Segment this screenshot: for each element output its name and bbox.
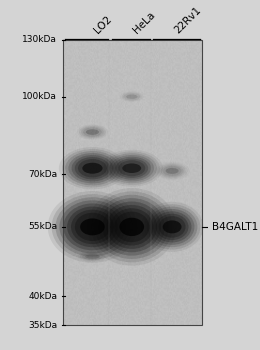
Ellipse shape [103, 152, 160, 185]
Ellipse shape [72, 155, 113, 181]
Ellipse shape [75, 213, 110, 241]
Ellipse shape [115, 159, 148, 178]
Text: B4GALT1: B4GALT1 [212, 222, 259, 232]
Ellipse shape [87, 188, 177, 266]
Ellipse shape [67, 206, 118, 247]
Ellipse shape [144, 204, 200, 250]
Text: 130kDa: 130kDa [22, 35, 57, 44]
Ellipse shape [71, 210, 114, 244]
Ellipse shape [163, 220, 181, 233]
Text: 55kDa: 55kDa [28, 222, 57, 231]
Ellipse shape [52, 194, 133, 260]
Bar [63, 40, 202, 326]
Ellipse shape [107, 153, 157, 183]
Ellipse shape [59, 147, 126, 189]
Text: 22Rv1: 22Rv1 [172, 5, 203, 36]
Ellipse shape [110, 208, 153, 246]
Ellipse shape [122, 163, 141, 173]
Ellipse shape [163, 166, 181, 176]
Ellipse shape [68, 153, 116, 183]
Ellipse shape [141, 202, 203, 252]
Ellipse shape [80, 252, 105, 261]
Ellipse shape [82, 163, 103, 174]
Ellipse shape [119, 218, 144, 236]
Ellipse shape [82, 253, 103, 260]
Ellipse shape [147, 206, 197, 247]
Ellipse shape [118, 160, 145, 176]
Text: 70kDa: 70kDa [28, 170, 57, 179]
Ellipse shape [91, 191, 173, 262]
Ellipse shape [161, 165, 184, 177]
Ellipse shape [65, 151, 120, 186]
Ellipse shape [102, 202, 161, 252]
Ellipse shape [109, 155, 154, 181]
Ellipse shape [126, 94, 138, 99]
Ellipse shape [75, 157, 110, 179]
Ellipse shape [62, 149, 123, 187]
Text: 40kDa: 40kDa [28, 292, 57, 301]
Ellipse shape [81, 126, 104, 138]
Ellipse shape [101, 150, 163, 187]
Text: LO2: LO2 [93, 14, 114, 36]
Ellipse shape [78, 159, 107, 177]
Ellipse shape [86, 129, 99, 135]
Ellipse shape [59, 200, 126, 253]
Ellipse shape [166, 168, 179, 174]
Ellipse shape [153, 211, 191, 243]
Ellipse shape [85, 254, 100, 259]
Ellipse shape [55, 197, 129, 257]
Ellipse shape [156, 214, 188, 240]
Ellipse shape [99, 198, 165, 256]
Ellipse shape [106, 205, 157, 249]
Ellipse shape [79, 125, 106, 139]
Ellipse shape [83, 127, 102, 137]
Text: HeLa: HeLa [132, 10, 157, 36]
Ellipse shape [159, 164, 186, 178]
Text: 100kDa: 100kDa [22, 92, 57, 101]
Ellipse shape [63, 203, 122, 250]
Ellipse shape [95, 195, 169, 259]
Ellipse shape [112, 157, 151, 180]
Ellipse shape [48, 191, 137, 263]
Ellipse shape [80, 218, 105, 235]
Text: 35kDa: 35kDa [28, 321, 57, 330]
Ellipse shape [150, 209, 194, 245]
Ellipse shape [124, 93, 140, 100]
Ellipse shape [114, 212, 149, 242]
Ellipse shape [159, 216, 186, 238]
